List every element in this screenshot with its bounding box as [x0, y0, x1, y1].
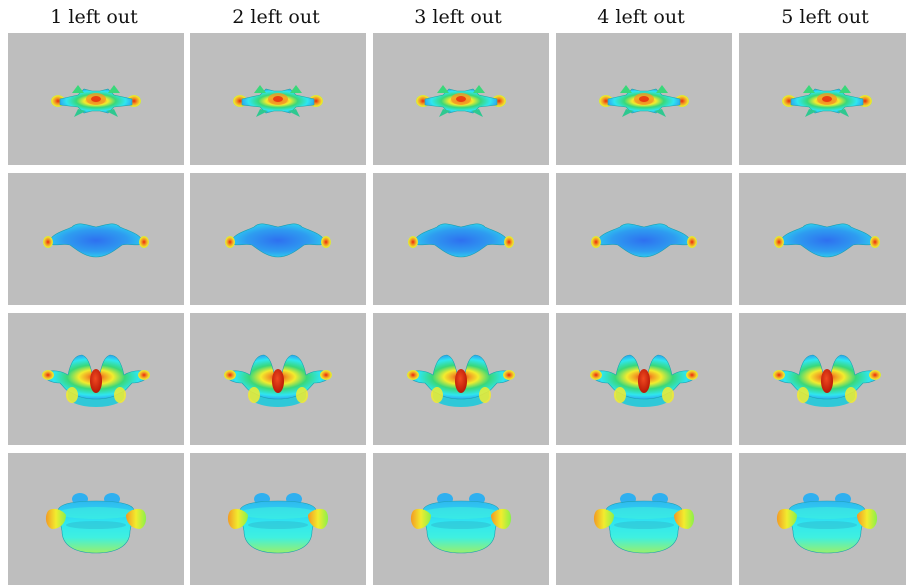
- vertebra-shape-top-view: [782, 85, 872, 117]
- vertebra-shape-front-view: [407, 354, 515, 407]
- vertebra-shape-bottom-view: [774, 223, 880, 258]
- render-cell-side-view: [8, 453, 184, 585]
- vertebra-shape-bottom-view: [591, 223, 697, 258]
- vertebra-shape-front-view: [590, 354, 698, 407]
- render-cell-bottom-view: [8, 173, 184, 305]
- render-cell-front-view: [739, 313, 906, 445]
- render-cell-top-view: [190, 33, 366, 165]
- render-cell-top-view: [739, 33, 906, 165]
- vertebra-shape-side-view: [410, 493, 512, 554]
- vertebra-shape-side-view: [776, 493, 878, 554]
- render-cell-bottom-view: [556, 173, 732, 305]
- render-cell-front-view: [8, 313, 184, 445]
- vertebra-shape-front-view: [773, 354, 881, 407]
- vertebra-shape-top-view: [416, 85, 506, 117]
- vertebra-shape-bottom-view: [225, 223, 331, 258]
- vertebra-shape-front-view: [224, 354, 332, 407]
- vertebra-shape-bottom-view: [43, 223, 149, 258]
- column-title: 5 left out: [781, 6, 869, 28]
- render-cell-bottom-view: [739, 173, 906, 305]
- render-cell-side-view: [373, 453, 549, 585]
- vertebra-shape-front-view: [42, 354, 150, 407]
- column-title: 2 left out: [232, 6, 320, 28]
- vertebra-shape-top-view: [599, 85, 689, 117]
- render-cell-front-view: [556, 313, 732, 445]
- render-cell-front-view: [190, 313, 366, 445]
- render-cell-bottom-view: [373, 173, 549, 305]
- render-cell-side-view: [190, 453, 366, 585]
- vertebra-shape-top-view: [233, 85, 323, 117]
- render-cell-bottom-view: [190, 173, 366, 305]
- render-cell-top-view: [556, 33, 732, 165]
- column-title: 4 left out: [597, 6, 685, 28]
- render-cell-front-view: [373, 313, 549, 445]
- render-cell-side-view: [739, 453, 906, 585]
- render-cell-side-view: [556, 453, 732, 585]
- render-cell-top-view: [373, 33, 549, 165]
- column-title: 3 left out: [414, 6, 502, 28]
- vertebra-shape-top-view: [51, 85, 141, 117]
- vertebra-shape-bottom-view: [408, 223, 514, 258]
- vertebra-shape-side-view: [45, 493, 147, 554]
- render-cell-top-view: [8, 33, 184, 165]
- vertebra-shape-side-view: [593, 493, 695, 554]
- column-title: 1 left out: [50, 6, 138, 28]
- vertebra-shape-side-view: [227, 493, 329, 554]
